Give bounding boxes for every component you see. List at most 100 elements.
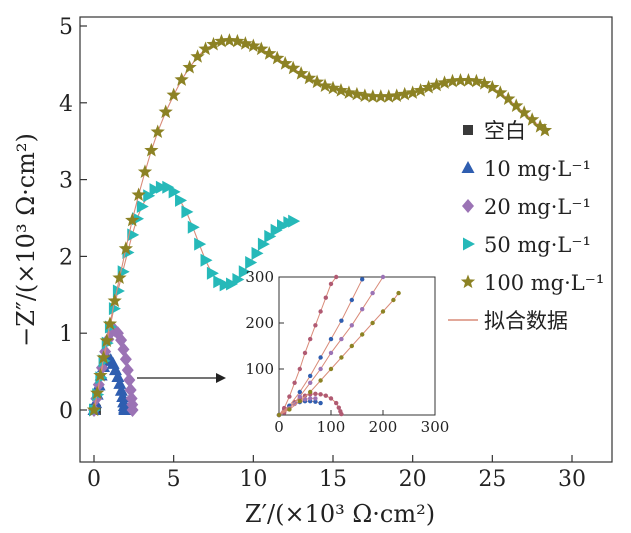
inset-point: [292, 380, 297, 385]
data-point: [238, 36, 253, 50]
inset-y-tick-label: 300: [245, 268, 274, 286]
data-point: [136, 199, 149, 213]
data-point: [238, 265, 251, 279]
inset-point: [308, 380, 313, 385]
plot-frame: [79, 16, 613, 463]
x-tick-label: 15: [319, 467, 347, 492]
data-point: [96, 350, 111, 364]
legend-label: 50 mg·L⁻¹: [484, 233, 591, 257]
data-point: [333, 83, 349, 97]
x-tick-label: 20: [399, 467, 427, 492]
inset-chart: 0 100 200 300 100 200 300: [245, 268, 449, 436]
inset-point: [391, 297, 396, 303]
x-tick-label: 5: [167, 467, 181, 492]
legend-label: 20 mg·L⁻¹: [484, 195, 591, 219]
data-point: [121, 363, 134, 378]
data-point: [429, 77, 444, 92]
inset-point: [328, 366, 334, 372]
data-point: [525, 112, 540, 126]
inset-point: [297, 394, 302, 399]
data-point: [200, 253, 213, 267]
data-point: [270, 223, 283, 237]
inset-point: [380, 309, 386, 314]
inset-y-tick-label: 200: [245, 314, 274, 332]
legend-label: 100 mg·L⁻¹: [484, 271, 604, 295]
inset-point: [334, 400, 339, 406]
inset-point: [297, 399, 302, 404]
data-point: [111, 369, 125, 382]
inset-point: [360, 307, 365, 312]
y-tick-label: 0: [59, 399, 73, 424]
inset-point: [336, 405, 341, 410]
inset-point: [370, 320, 375, 326]
inset-point: [287, 394, 292, 399]
data-point: [119, 352, 132, 367]
data-point: [509, 98, 524, 112]
data-point: [421, 79, 436, 94]
x-axis-label: Z′/(×10³ Ω·cm²): [245, 500, 435, 528]
data-point: [99, 333, 114, 347]
data-point: [397, 86, 412, 101]
data-point: [226, 277, 239, 291]
inset-point: [396, 290, 401, 296]
data-point: [517, 105, 532, 119]
x-tick-label: 0: [87, 467, 101, 492]
data-point: [155, 180, 168, 194]
data-point: [309, 74, 325, 89]
legend-label: 10 mg·L⁻¹: [484, 157, 591, 181]
inset-point: [380, 274, 386, 280]
data-point: [114, 383, 128, 396]
inset-point: [318, 309, 323, 314]
data-point: [405, 85, 420, 99]
inset-x-tick-label: 300: [421, 418, 450, 436]
data-point: [158, 104, 173, 119]
data-point: [213, 275, 226, 289]
data-point: [294, 66, 309, 80]
legend-marker: [460, 274, 476, 289]
data-point: [232, 272, 245, 286]
inset-point: [323, 393, 328, 398]
y-tick-label: 3: [59, 169, 73, 194]
data-point: [445, 73, 460, 88]
inset-frame: [278, 276, 436, 416]
data-point: [277, 219, 290, 233]
inset-point: [339, 411, 344, 417]
data-point: [131, 187, 146, 202]
data-point: [413, 83, 428, 97]
data-point: [166, 87, 181, 102]
legend-marker: [463, 125, 473, 135]
data-point: [143, 189, 156, 203]
inset-point: [313, 399, 318, 404]
data-point: [118, 403, 132, 415]
data-point: [365, 89, 380, 103]
inset-point: [313, 323, 318, 328]
legend-marker: [462, 199, 474, 213]
inset-point: [334, 274, 339, 280]
data-point: [278, 56, 293, 70]
inset-point: [349, 343, 354, 349]
inset-x-tick-label: 200: [369, 418, 398, 436]
data-point: [469, 73, 484, 88]
y-axis-label: −Z″/(×10³ Ω·cm²): [12, 133, 40, 347]
data-point: [381, 89, 396, 103]
inset-point: [323, 295, 328, 300]
data-point: [182, 59, 197, 74]
data-point: [113, 376, 127, 389]
inset-point: [302, 350, 308, 356]
data-point: [107, 293, 122, 308]
data-point: [149, 183, 162, 197]
inset-point: [318, 378, 323, 383]
x-tick-label: 10: [239, 467, 267, 492]
data-point: [493, 85, 508, 99]
inset-point: [308, 396, 313, 401]
data-point: [90, 385, 105, 400]
legend-label: 空白: [484, 119, 526, 143]
inset-point: [302, 397, 308, 402]
data-point: [349, 86, 365, 101]
data-point: [168, 185, 181, 199]
data-point: [118, 241, 133, 255]
data-point: [124, 383, 137, 398]
inset-point: [328, 281, 334, 287]
inset-point: [276, 412, 282, 418]
data-point: [86, 402, 102, 417]
